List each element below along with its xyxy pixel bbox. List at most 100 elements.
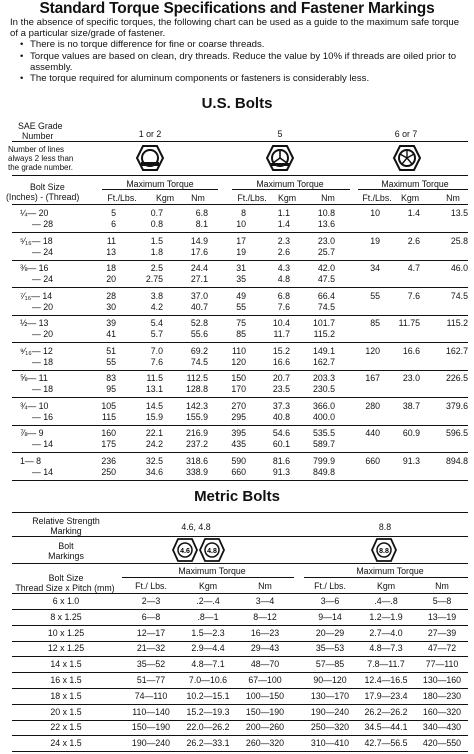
metric-max-torque-header: Maximum Torque [178,566,246,576]
torque-value-cell: 57—85 [315,659,345,670]
torque-value-cell: 6.8 [277,290,290,301]
divider [12,609,468,610]
torque-value-cell: 660 [231,466,246,477]
torque-value-cell: 366.0 [312,400,335,411]
torque-value-cell: 318.6 [185,455,208,466]
max-torque-header: Maximum Torque [126,179,194,189]
metric-grade-8-8-label: 8.8 [378,522,392,532]
metric-grade-4-6-label: 4.6, 4.8 [181,522,211,532]
divider [12,314,468,316]
torque-value-cell: 170 [231,384,246,394]
torque-value-cell: 10.4 [272,318,290,328]
svg-text:4.6: 4.6 [180,548,190,555]
torque-value-cell: 150 [231,373,246,383]
torque-value-cell: 35—52 [136,659,166,670]
torque-value-cell: 226.5 [445,373,468,383]
hex-bolt-head-5-lines-icon [392,145,422,171]
bolt-size-cell: ¼— 20 [20,208,49,218]
torque-value-cell: 74.5 [190,356,208,367]
torque-value-cell: 34.5—44.1 [364,722,408,733]
torque-value-cell: 150—190 [131,722,171,733]
torque-value-cell: 13.1 [145,384,163,394]
hex-bolt-head-3-lines-icon [265,145,295,171]
torque-value-cell: 60.9 [402,428,420,438]
bolt-size-cell: 10 x 1.25 [47,627,85,638]
torque-value-cell: 46.0 [450,263,468,273]
torque-value-cell: 162.7 [312,356,335,367]
divider [12,342,468,343]
divider [12,452,468,453]
torque-value-cell: 250 [101,466,116,477]
torque-value-cell: 14.9 [190,235,208,246]
grade-1-2-label: 1 or 2 [138,129,162,139]
torque-value-cell: 42.7—56.5 [364,738,408,749]
torque-value-cell: 10 [236,219,246,229]
column-header: Nm [446,193,460,203]
torque-value-cell: 27—39 [427,627,457,638]
column-header: Nm [258,581,272,591]
divider [304,577,468,578]
torque-value-cell: 175 [101,439,116,449]
torque-value-cell: 26.2—26.2 [364,706,408,717]
torque-value-cell: 250—320 [310,722,350,733]
torque-value-cell: 6 [111,219,116,229]
metric-bolt-4-6-icon: 4.6 [172,538,198,562]
torque-value-cell: 54.6 [272,428,290,438]
bolt-size-cell: 24 x 1.5 [50,738,82,749]
torque-value-cell: 19 [236,246,246,257]
torque-value-cell: 48—70 [250,659,280,670]
divider [12,479,468,481]
torque-value-cell: 15.2 [272,345,290,356]
metric-bolt-size-label: Bolt Size [48,573,84,583]
column-header: Kgm [400,193,420,203]
torque-value-cell: 38.7 [402,400,420,411]
torque-value-cell: 37.3 [272,400,290,411]
torque-value-cell: 0.7 [150,208,163,218]
torque-value-cell: 8—12 [253,611,277,622]
bolt-size-cell: ⅝— 11 [20,373,48,383]
torque-value-cell: 12.4—16.5 [364,675,408,685]
torque-value-cell: 5.4 [150,318,163,328]
torque-value-cell: 1.2—1.9 [369,611,403,622]
torque-value-cell: .2—.4 [196,596,220,606]
bullet-item: There is no torque difference for fine o… [20,39,468,50]
bolt-size-cell: ⅞— 9 [20,428,44,438]
torque-value-cell: 6—8 [141,611,161,622]
torque-value-cell: 26.2—33.1 [186,738,230,749]
torque-value-cell: 8 [241,208,246,218]
torque-value-cell: 18 [106,263,116,273]
torque-value-cell: 74—110 [134,690,168,701]
torque-value-cell: 55 [370,290,380,301]
torque-value-cell: 120 [231,356,246,367]
lines-note-2: always 2 less than [8,154,74,163]
markings-label: Markings [48,551,84,561]
hex-bolt-head-icon [135,145,165,171]
torque-value-cell: 13.5 [450,208,468,218]
bolt-size-cell: — 24 [32,246,54,257]
torque-value-cell: 91.3 [402,455,420,466]
torque-value-cell: 395 [231,428,246,438]
torque-value-cell: 67—100 [248,675,282,685]
column-header: Ft./ Lbs. [135,581,167,591]
lines-note-3: the grade number. [8,163,73,172]
torque-value-cell: 400.0 [312,411,335,422]
divider [12,703,468,705]
torque-value-cell: 55 [106,356,116,367]
torque-value-cell: 74.5 [317,301,335,312]
torque-value-cell: 894.8 [445,455,468,466]
bolt-size-cell: — 20 [32,301,54,312]
metric-max-torque-header: Maximum Torque [356,566,424,576]
bolt-size-cell: — 18 [32,384,54,394]
torque-value-cell: 338.9 [185,466,208,477]
torque-value-cell: 11.7 [273,329,290,339]
torque-value-cell: 16—23 [250,627,280,638]
divider [102,189,218,190]
torque-value-cell: 180—230 [422,690,462,701]
bolt-size-cell: 18 x 1.5 [50,690,82,701]
torque-value-cell: 25.7 [317,246,335,257]
torque-value-cell: 590 [231,455,246,466]
divider [12,563,468,564]
torque-value-cell: 42.0 [317,263,335,273]
column-header: Ft./Lbs. [237,193,267,203]
torque-value-cell: 155.9 [185,411,208,422]
